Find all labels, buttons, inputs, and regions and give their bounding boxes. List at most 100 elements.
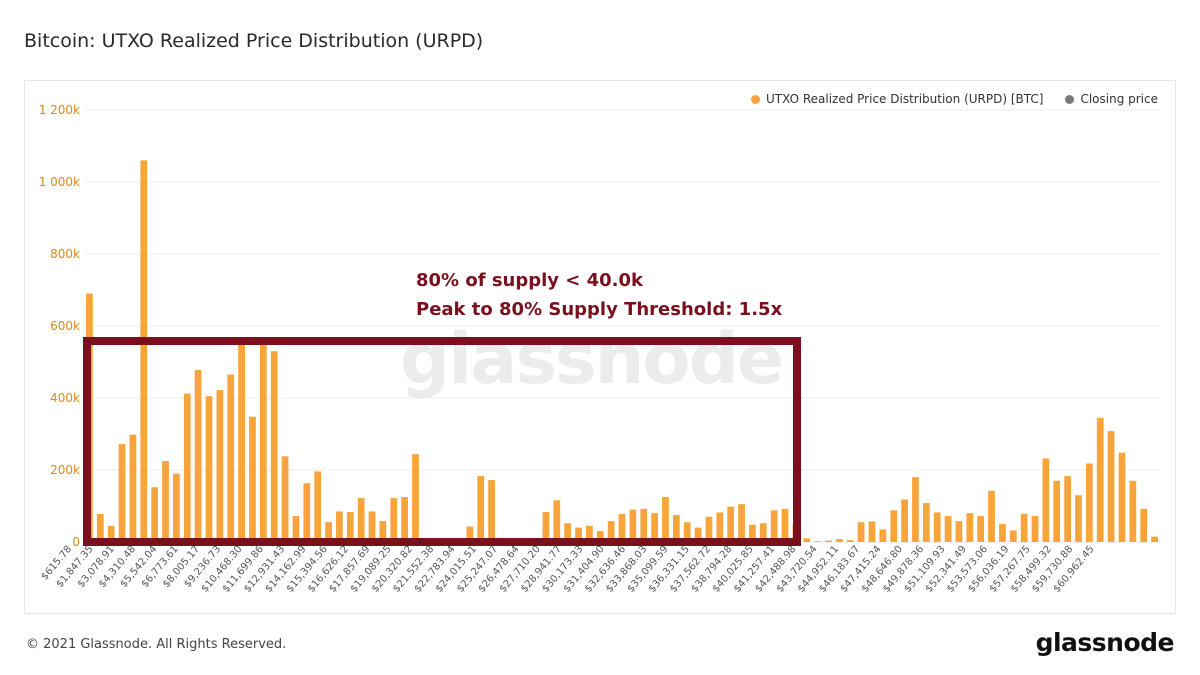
bar — [803, 538, 811, 542]
bar — [194, 369, 202, 542]
bar — [129, 434, 137, 542]
legend-item-urpd[interactable]: UTXO Realized Price Distribution (URPD) … — [751, 92, 1043, 106]
bar — [814, 541, 822, 542]
bar — [292, 516, 300, 542]
bar — [96, 513, 104, 542]
bar — [1020, 513, 1028, 542]
bar — [738, 504, 745, 542]
legend-label-closing-price: Closing price — [1080, 92, 1158, 106]
legend-item-closing-price[interactable]: Closing price — [1065, 92, 1158, 106]
y-axis: 0 200k 400k 600k 800k 1 000k 1 200k — [39, 103, 80, 549]
bar — [705, 516, 713, 542]
bar — [412, 454, 419, 542]
bar — [868, 521, 876, 542]
bar — [618, 513, 626, 542]
y-tick-label: 1 000k — [39, 175, 80, 189]
bar — [607, 521, 615, 542]
bar — [672, 515, 680, 542]
bar — [1042, 458, 1050, 542]
bar — [401, 497, 408, 542]
y-tick-label: 0 — [72, 535, 80, 549]
bar — [205, 396, 213, 542]
bar — [781, 508, 789, 542]
bar — [140, 160, 148, 542]
bar — [314, 471, 322, 542]
bar — [249, 416, 256, 542]
bar — [162, 461, 169, 542]
bar — [857, 522, 865, 542]
bar — [227, 374, 235, 542]
bar — [586, 525, 593, 542]
bar — [564, 523, 572, 542]
bar — [325, 522, 332, 542]
copyright: © 2021 Glassnode. All Rights Reserved. — [26, 637, 287, 652]
bar — [716, 512, 724, 542]
legend-dot-icon — [751, 94, 761, 104]
bar — [357, 498, 365, 542]
bar — [216, 390, 224, 542]
legend-dot-icon — [1065, 94, 1075, 104]
bar — [662, 497, 669, 542]
bar — [379, 521, 387, 542]
bar — [640, 508, 648, 542]
bar — [575, 527, 582, 542]
bar — [488, 480, 495, 542]
bar — [1151, 536, 1158, 542]
page-title: Bitcoin: UTXO Realized Price Distributio… — [24, 30, 484, 52]
bar — [749, 524, 756, 542]
y-tick-label: 1 200k — [39, 103, 80, 117]
supply-threshold-box — [83, 337, 801, 546]
annotation-line-1: 80% of supply < 40.0k — [416, 270, 644, 291]
bar — [466, 526, 474, 542]
bar — [542, 512, 550, 542]
bar — [1053, 480, 1061, 542]
bars — [86, 160, 1158, 542]
bar — [977, 516, 985, 542]
bar — [901, 499, 908, 542]
bar — [759, 523, 767, 542]
bar — [879, 529, 887, 542]
bar — [336, 511, 343, 542]
y-tick-label: 200k — [50, 463, 80, 477]
watermark: glassnode — [400, 318, 784, 400]
bar — [553, 500, 561, 542]
bar — [846, 540, 854, 542]
bar — [596, 531, 604, 542]
y-tick-label: 800k — [50, 247, 80, 261]
bar — [1009, 530, 1017, 542]
bar — [933, 512, 941, 542]
bar — [890, 510, 898, 542]
y-tick-label: 600k — [50, 319, 80, 333]
bar — [1031, 516, 1039, 542]
bar — [270, 351, 278, 542]
bar — [955, 521, 963, 542]
bar — [303, 483, 311, 542]
bar — [836, 539, 843, 542]
bar — [1064, 476, 1071, 542]
bar — [1140, 508, 1148, 542]
bar — [825, 540, 832, 542]
bar — [694, 527, 702, 542]
bar — [912, 477, 919, 542]
bar — [1107, 431, 1115, 542]
brand-logo: glassnode — [1035, 628, 1175, 657]
annotation-line-2: Peak to 80% Supply Threshold: 1.5x — [416, 299, 783, 320]
bar — [966, 513, 974, 542]
x-axis: $615.78$1,847.35$3,078.91$4,310.48$5,542… — [39, 544, 1096, 595]
legend-label-urpd: UTXO Realized Price Distribution (URPD) … — [766, 92, 1044, 106]
bar — [999, 524, 1006, 542]
legend: UTXO Realized Price Distribution (URPD) … — [751, 92, 1158, 106]
bar — [1129, 480, 1137, 542]
bar — [1096, 417, 1104, 542]
bar — [118, 444, 126, 542]
bar — [173, 473, 180, 542]
bar — [988, 490, 995, 542]
bar — [390, 498, 398, 542]
bar — [368, 511, 376, 542]
bar — [346, 512, 354, 542]
bar — [651, 513, 658, 542]
bar — [1085, 463, 1093, 542]
bar — [1118, 452, 1126, 542]
bar — [238, 337, 245, 542]
